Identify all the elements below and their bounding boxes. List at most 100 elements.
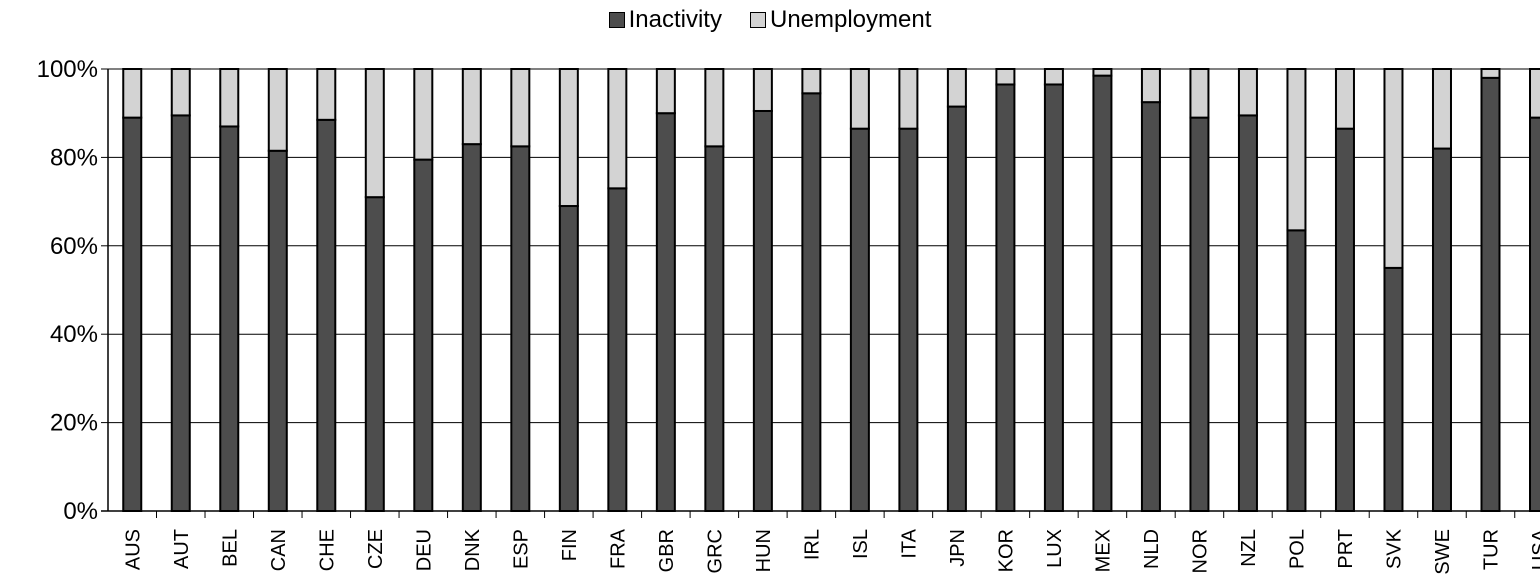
x-tick-label-nld: NLD — [1141, 529, 1163, 569]
bar-inactivity-che — [316, 118, 337, 513]
bar-unemployment-nor — [1189, 68, 1210, 119]
legend-label-unemployment: Unemployment — [769, 6, 932, 33]
x-tick-label-irl: IRL — [801, 529, 823, 560]
bar-unemployment-ita — [898, 68, 919, 130]
y-tick-label-100: 100% — [37, 56, 98, 83]
legend-swatch-unemployment — [749, 12, 766, 28]
bar-unemployment-tur — [1480, 68, 1501, 79]
x-tick-label-usa: USA — [1529, 528, 1540, 570]
bar-inactivity-jpn — [946, 105, 967, 512]
bar-inactivity-hun — [752, 109, 773, 513]
bar-inactivity-kor — [995, 83, 1016, 512]
bar-inactivity-nzl — [1237, 114, 1258, 512]
chart-legend: Inactivity Unemployment — [0, 4, 1540, 36]
bar-unemployment-bel — [219, 68, 240, 128]
bar-inactivity-deu — [413, 158, 434, 513]
bar-inactivity-isl — [849, 127, 870, 512]
bar-unemployment-hun — [752, 68, 773, 112]
y-tick-label-60: 60% — [50, 233, 98, 260]
x-tick-label-aut: AUT — [171, 529, 193, 569]
bar-inactivity-nld — [1140, 101, 1161, 513]
bar-inactivity-cze — [364, 196, 385, 512]
x-tick-label-bel: BEL — [219, 529, 241, 567]
bar-unemployment-kor — [995, 68, 1016, 86]
bar-unemployment-mex — [1092, 68, 1113, 77]
x-tick-label-swe: SWE — [1432, 529, 1454, 575]
x-tick-label-aus: AUS — [122, 529, 144, 570]
bar-inactivity-svk — [1383, 266, 1404, 512]
x-tick-label-cze: CZE — [365, 529, 387, 569]
bar-inactivity-dnk — [461, 143, 482, 512]
bar-inactivity-swe — [1431, 147, 1452, 512]
bar-inactivity-nor — [1189, 116, 1210, 513]
y-tick-label-80: 80% — [50, 144, 98, 171]
bar-inactivity-gbr — [655, 112, 676, 512]
x-tick-label-ita: ITA — [898, 528, 920, 558]
bar-inactivity-lux — [1043, 83, 1064, 512]
x-tick-label-jpn: JPN — [947, 529, 969, 567]
legend-label-inactivity: Inactivity — [628, 6, 722, 33]
bar-unemployment-nzl — [1237, 68, 1258, 117]
bar-unemployment-grc — [704, 68, 725, 148]
x-tick-label-gbr: GBR — [656, 529, 678, 572]
x-tick-label-esp: ESP — [510, 529, 532, 569]
bar-inactivity-ita — [898, 127, 919, 512]
x-tick-label-svk: SVK — [1383, 528, 1405, 569]
bar-unemployment-dnk — [461, 68, 482, 146]
x-tick-label-dnk: DNK — [462, 528, 484, 571]
bar-inactivity-aus — [122, 116, 143, 513]
x-tick-label-can: CAN — [268, 529, 290, 571]
x-tick-label-tur: TUR — [1480, 529, 1502, 570]
x-tick-label-fra: FRA — [607, 528, 629, 569]
x-tick-label-che: CHE — [316, 529, 338, 571]
bar-inactivity-prt — [1334, 127, 1355, 512]
x-tick-label-deu: DEU — [413, 529, 435, 571]
bar-unemployment-isl — [849, 68, 870, 130]
bar-unemployment-esp — [510, 68, 531, 148]
bar-inactivity-fra — [607, 187, 628, 512]
bar-unemployment-aus — [122, 68, 143, 119]
x-tick-label-kor: KOR — [995, 529, 1017, 572]
x-tick-label-grc: GRC — [704, 529, 726, 573]
bar-unemployment-fra — [607, 68, 628, 190]
bar-inactivity-grc — [704, 145, 725, 512]
y-tick-label-40: 40% — [50, 321, 98, 348]
x-tick-label-prt: PRT — [1335, 529, 1357, 569]
bar-unemployment-gbr — [655, 68, 676, 115]
x-tick-label-hun: HUN — [753, 529, 775, 572]
bar-unemployment-swe — [1431, 68, 1452, 150]
bar-unemployment-jpn — [946, 68, 967, 108]
bar-inactivity-pol — [1286, 229, 1307, 513]
x-tick-label-isl: ISL — [850, 529, 872, 559]
bar-inactivity-aut — [170, 114, 191, 512]
x-tick-label-pol: POL — [1286, 529, 1308, 569]
bar-unemployment-deu — [413, 68, 434, 161]
bar-unemployment-aut — [170, 68, 191, 117]
bar-inactivity-esp — [510, 145, 531, 512]
bar-unemployment-pol — [1286, 68, 1307, 232]
x-tick-label-lux: LUX — [1044, 529, 1066, 568]
legend-item-unemployment: Unemployment — [749, 6, 932, 34]
x-tick-label-mex: MEX — [1092, 529, 1114, 572]
legend-swatch-inactivity — [608, 12, 625, 28]
legend-item-inactivity: Inactivity — [608, 6, 722, 34]
bar-inactivity-can — [267, 149, 288, 513]
bar-inactivity-usa — [1529, 116, 1540, 513]
bar-unemployment-lux — [1043, 68, 1064, 86]
x-tick-label-nor: NOR — [1189, 529, 1211, 573]
bar-unemployment-svk — [1383, 68, 1404, 269]
x-tick-label-nzl: NZL — [1238, 529, 1260, 567]
bar-inactivity-bel — [219, 125, 240, 513]
x-tick-label-fin: FIN — [559, 529, 581, 561]
bar-inactivity-tur — [1480, 76, 1501, 512]
bar-unemployment-usa — [1529, 68, 1540, 119]
bar-unemployment-cze — [364, 68, 385, 199]
bar-unemployment-prt — [1334, 68, 1355, 130]
bar-unemployment-che — [316, 68, 337, 121]
bar-inactivity-irl — [801, 92, 822, 512]
bar-unemployment-nld — [1140, 68, 1161, 104]
bar-unemployment-can — [267, 68, 288, 152]
bar-unemployment-fin — [558, 68, 579, 208]
y-tick-label-20: 20% — [50, 410, 98, 437]
